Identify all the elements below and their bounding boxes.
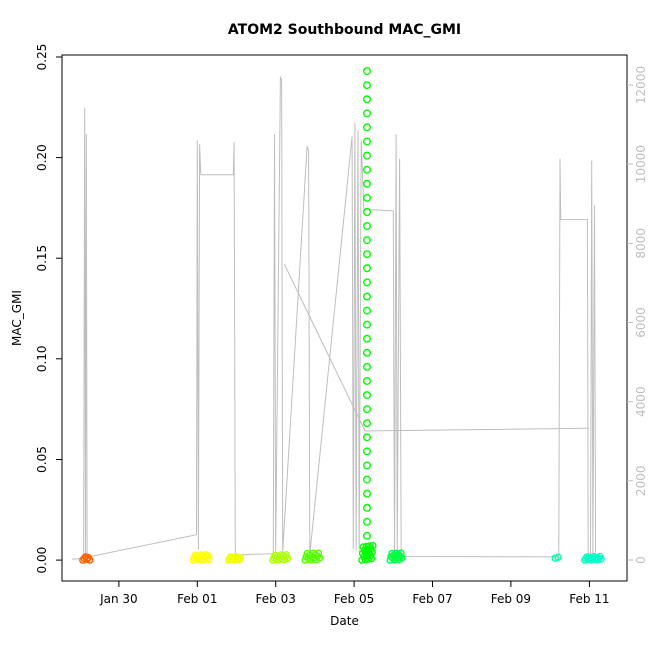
x-tick-label: Feb 11 — [569, 592, 609, 606]
chart-title: ATOM2 Southbound MAC_GMI — [227, 22, 462, 38]
y-left-tick-label: 0.25 — [35, 44, 49, 71]
data-point — [396, 552, 404, 560]
data-point — [283, 554, 292, 563]
x-tick-label: Feb 07 — [412, 592, 452, 606]
x-tick-label: Jan 30 — [99, 592, 138, 606]
x-tick-label: Feb 01 — [177, 592, 217, 606]
y-left-tick-label: 0.10 — [35, 345, 49, 372]
data-point — [236, 554, 245, 562]
data-point — [363, 489, 372, 498]
data-point — [363, 391, 372, 400]
x-axis-title: Date — [330, 614, 359, 628]
data-point — [205, 555, 213, 564]
axis-layer: Jan 30 Feb 01 Feb 03 Feb 05 Feb 07 Feb 09 Feb … — [35, 44, 648, 606]
data-point — [554, 553, 562, 561]
y-right-tick-label: 12000 — [634, 66, 648, 104]
data-point — [363, 405, 372, 414]
y-left-tick-label: 0.00 — [35, 547, 49, 574]
y-right-tick-label: 0 — [634, 556, 648, 564]
data-point — [363, 306, 372, 315]
data-point — [363, 264, 372, 273]
data-point — [363, 123, 372, 132]
data-point — [363, 151, 372, 160]
data-point — [363, 95, 372, 104]
y-axis-title: MAC_GMI — [10, 290, 24, 346]
data-point — [363, 362, 372, 371]
data-point — [314, 549, 323, 557]
data-point — [282, 551, 290, 559]
gray-series-line — [283, 263, 588, 432]
x-tick-label: Feb 09 — [491, 592, 531, 606]
data-point — [363, 109, 372, 118]
y-right-tick-label: 6000 — [634, 307, 648, 338]
data-point — [397, 549, 405, 557]
data-point — [363, 221, 372, 230]
data-point — [369, 541, 377, 550]
data-point — [398, 554, 406, 562]
x-tick-label: Feb 03 — [256, 592, 296, 606]
data-point — [363, 377, 372, 386]
y-left-tick-label: 0.05 — [35, 446, 49, 473]
data-point — [363, 447, 372, 456]
data-point — [363, 433, 372, 442]
gray-line-layer — [71, 75, 602, 560]
data-point — [363, 137, 372, 146]
data-point — [363, 348, 372, 357]
data-point — [363, 461, 372, 470]
data-point — [363, 517, 372, 526]
data-point — [204, 552, 212, 560]
gray-series-line — [71, 75, 602, 560]
data-point — [363, 278, 372, 287]
data-point — [363, 236, 372, 245]
data-point — [363, 179, 372, 188]
y-right-tick-label: 4000 — [634, 386, 648, 417]
y-right-tick-label: 10000 — [634, 145, 648, 183]
plot-box — [61, 54, 628, 582]
data-point — [363, 419, 372, 428]
data-point — [597, 555, 605, 563]
data-point — [363, 503, 372, 512]
data-point — [363, 292, 372, 301]
data-point — [363, 334, 372, 343]
data-point — [86, 556, 94, 564]
data-point — [363, 193, 372, 202]
data-point — [363, 250, 372, 259]
data-point — [363, 475, 372, 484]
data-point — [363, 546, 372, 555]
data-point — [363, 320, 372, 329]
data-point — [363, 67, 372, 76]
y-right-tick-label: 8000 — [634, 228, 648, 259]
data-point — [363, 81, 372, 90]
y-right-tick-label: 2000 — [634, 466, 648, 497]
data-point — [363, 165, 372, 174]
data-point — [363, 531, 372, 540]
data-point — [315, 554, 324, 562]
points-layer — [79, 67, 605, 564]
y-left-tick-label: 0.15 — [35, 245, 49, 272]
data-point — [363, 207, 372, 216]
y-left-tick-label: 0.20 — [35, 144, 49, 171]
x-tick-label: Feb 05 — [334, 592, 374, 606]
